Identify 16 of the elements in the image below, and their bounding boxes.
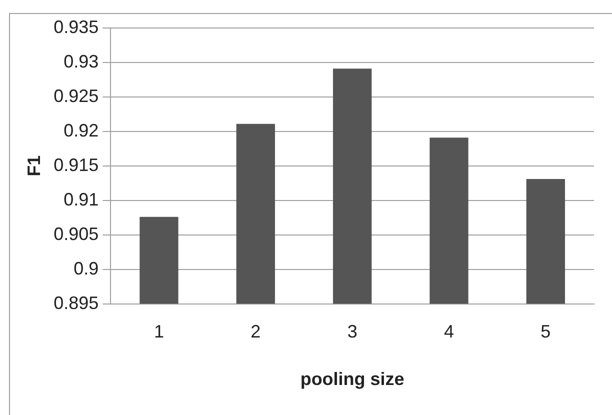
y-axis-title: F1 bbox=[24, 155, 44, 176]
x-tick-label: 4 bbox=[444, 322, 454, 342]
y-tick-label: 0.915 bbox=[54, 154, 99, 175]
x-tick-label: 3 bbox=[347, 322, 358, 342]
y-tick-label: 0.92 bbox=[64, 120, 99, 140]
x-axis-title: pooling size bbox=[300, 369, 404, 390]
y-tick-label: 0.91 bbox=[64, 189, 99, 210]
y-tick-label: 0.905 bbox=[54, 224, 99, 244]
y-tick-label: 0.895 bbox=[54, 292, 99, 313]
y-tick-label: 0.9 bbox=[74, 258, 99, 278]
y-tick-label: 0.93 bbox=[64, 51, 99, 72]
x-tick-label: 2 bbox=[250, 322, 261, 342]
x-tick-label: 1 bbox=[154, 322, 164, 342]
y-tick-label: 0.925 bbox=[54, 86, 99, 106]
y-tick-label: 0.935 bbox=[54, 16, 99, 37]
x-tick-label: 5 bbox=[540, 322, 551, 342]
